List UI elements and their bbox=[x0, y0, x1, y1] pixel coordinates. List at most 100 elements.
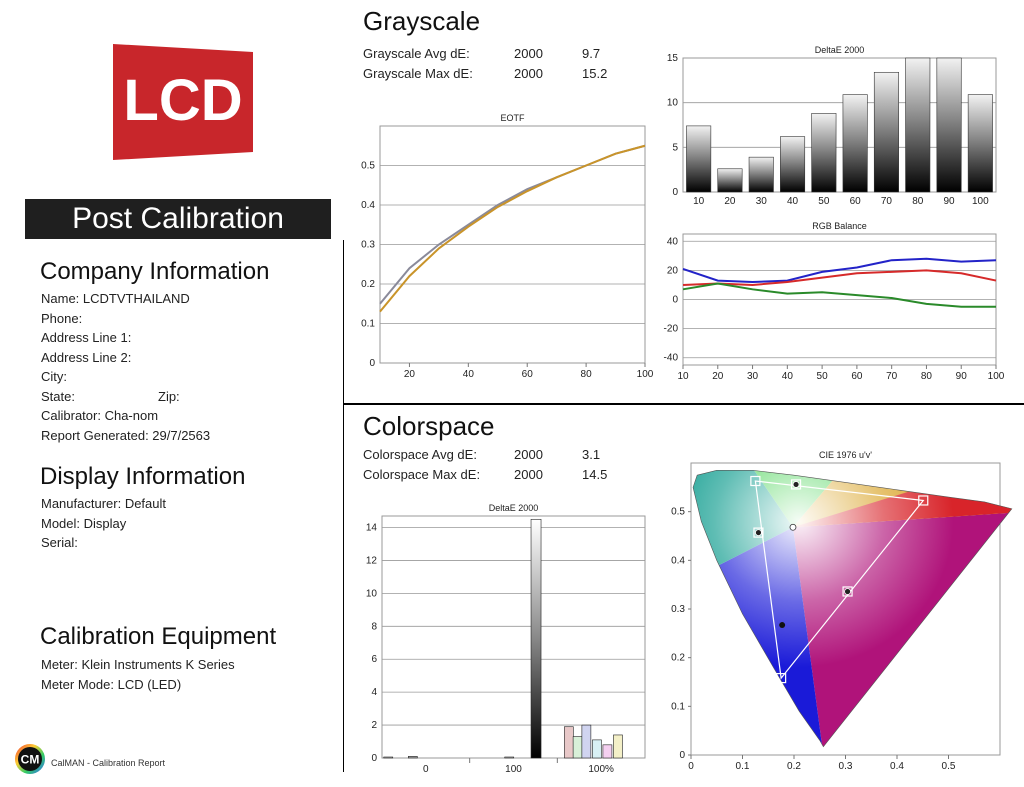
x-tick-label: 40 bbox=[463, 369, 475, 380]
y-tick-label: 2 bbox=[371, 720, 377, 731]
colorspace-delta-e-chart: DeltaE 2000 0 2 4 6 8 10 12 14 0 100 100% bbox=[366, 503, 646, 775]
vertical-divider bbox=[343, 240, 344, 772]
y-tick-label: 0.3 bbox=[671, 604, 685, 615]
grayscale-avg-value: 9.7 bbox=[582, 46, 601, 61]
logo-text: LCD bbox=[123, 68, 242, 133]
company-report-generated: Report Generated: 29/7/2563 bbox=[41, 427, 211, 443]
y-tick-label: 0 bbox=[369, 358, 375, 369]
chart-title: DeltaE 2000 bbox=[489, 503, 539, 513]
y-tick-label: 40 bbox=[667, 236, 679, 247]
company-name: Name: LCDTVTHAILAND bbox=[41, 291, 190, 306]
x-tick-label: 20 bbox=[724, 196, 736, 207]
x-tick-label: 20 bbox=[404, 369, 416, 380]
grayscale-avg-version: 2000 bbox=[514, 46, 543, 61]
display-model: Model: Display bbox=[41, 515, 127, 531]
display-serial: Serial: bbox=[41, 535, 78, 550]
y-tick-label: 0.2 bbox=[361, 279, 375, 290]
bar bbox=[407, 756, 418, 759]
y-tick-label: 4 bbox=[371, 687, 377, 698]
x-tick-label: 50 bbox=[817, 371, 829, 382]
x-tick-label: 90 bbox=[956, 371, 968, 382]
x-tick-label: 60 bbox=[851, 371, 863, 382]
x-tick-label: 0.3 bbox=[839, 761, 853, 772]
calibration-equipment-block: Meter: Klein Instruments K Series Meter … bbox=[41, 655, 331, 694]
y-tick-label: 8 bbox=[371, 621, 377, 632]
grayscale-delta-e-chart: DeltaE 2000 0 5 10 15 10 20 30 40 50 60 70 80 90 100 bbox=[667, 45, 997, 207]
display-manufacturer: Manufacturer: Default bbox=[41, 496, 167, 511]
series-line bbox=[682, 257, 997, 284]
company-calibrator: Calibrator: Cha-nom bbox=[41, 408, 159, 423]
y-tick-label: -20 bbox=[664, 324, 679, 335]
grayscale-max-value: 15.2 bbox=[582, 66, 608, 81]
bar bbox=[905, 57, 931, 193]
bar bbox=[613, 734, 623, 759]
calman-logo-icon: CM bbox=[15, 744, 45, 774]
target-square bbox=[753, 527, 764, 538]
y-tick-label: 0.5 bbox=[671, 507, 685, 518]
x-tick-label: 10 bbox=[693, 196, 705, 207]
bar bbox=[842, 94, 868, 193]
x-tick-label: 70 bbox=[886, 371, 898, 382]
display-info-block: Manufacturer: Default Model: Display Ser… bbox=[41, 494, 331, 553]
colorspace-max-row: Colorspace Max dE: 2000 14.5 bbox=[363, 467, 653, 485]
x-tick-label: 50 bbox=[818, 196, 830, 207]
colorspace-avg-label: Colorspace Avg dE: bbox=[363, 447, 477, 462]
bar bbox=[581, 724, 592, 759]
grayscale-title: Grayscale bbox=[363, 6, 481, 36]
y-tick-label: 12 bbox=[366, 555, 378, 566]
company-address1: Address Line 1: bbox=[41, 330, 132, 345]
target-square bbox=[776, 673, 787, 684]
x-tick-label: 0 bbox=[688, 761, 694, 772]
bar bbox=[811, 113, 837, 193]
bar bbox=[780, 136, 806, 193]
y-tick-label: 20 bbox=[667, 265, 679, 276]
y-tick-label: 10 bbox=[366, 588, 378, 599]
company-state-zip-row: State: Zip: bbox=[41, 387, 331, 407]
y-tick-label: 14 bbox=[366, 523, 378, 534]
lcd-logo: LCD bbox=[113, 44, 253, 160]
bar bbox=[873, 71, 899, 193]
colorspace-max-version: 2000 bbox=[514, 467, 543, 482]
x-tick-label: 90 bbox=[943, 196, 955, 207]
footer-caption: CalMAN - Calibration Report bbox=[51, 758, 166, 768]
white-point bbox=[789, 523, 797, 531]
bar bbox=[383, 756, 394, 759]
measured-point bbox=[755, 529, 762, 536]
y-tick-label: -40 bbox=[664, 353, 679, 364]
company-address2: Address Line 2: bbox=[41, 349, 132, 365]
company-info-block: Name: LCDTVTHAILAND Phone: Address Line … bbox=[41, 289, 331, 445]
x-tick-label: 0.1 bbox=[736, 761, 750, 772]
x-tick-label: 30 bbox=[747, 371, 759, 382]
y-tick-label: 0.2 bbox=[671, 653, 685, 664]
x-tick-label: 0 bbox=[423, 764, 429, 775]
plot-area bbox=[381, 515, 646, 759]
series-line bbox=[682, 269, 997, 286]
grayscale-avg-row: Grayscale Avg dE: 2000 9.7 bbox=[363, 46, 653, 64]
y-tick-label: 0 bbox=[672, 187, 678, 198]
bar bbox=[602, 744, 613, 759]
rgb-balance-chart: RGB Balance -40 -20 0 20 40 10 20 30 40 50 60 70 80 90… bbox=[664, 221, 1005, 382]
chart-title: DeltaE 2000 bbox=[815, 45, 865, 55]
bar bbox=[936, 57, 962, 193]
post-calibration-banner: Post Calibration bbox=[25, 199, 331, 239]
x-tick-label: 80 bbox=[581, 369, 593, 380]
y-tick-label: 6 bbox=[371, 654, 377, 665]
chart-title: RGB Balance bbox=[812, 221, 867, 231]
x-tick-label: 100 bbox=[988, 371, 1005, 382]
measured-point bbox=[844, 588, 851, 595]
y-tick-label: 10 bbox=[667, 98, 679, 109]
y-tick-label: 0.4 bbox=[361, 200, 375, 211]
calman-logo-text: CM bbox=[21, 753, 40, 767]
bar bbox=[504, 756, 515, 759]
company-info-heading: Company Information bbox=[40, 258, 270, 285]
y-tick-label: 5 bbox=[672, 142, 678, 153]
measured-point bbox=[779, 622, 786, 629]
spectral-locus bbox=[692, 469, 1013, 748]
x-tick-label: 60 bbox=[850, 196, 862, 207]
bar bbox=[967, 94, 993, 193]
bar bbox=[748, 156, 774, 193]
target-square bbox=[750, 475, 761, 487]
cie-1976-chart: CIE 1976 u'v' 0 0.1 0.2 0.3 0.4 0.5 0 0.1 0.2 0.3 0… bbox=[671, 450, 1013, 772]
bar bbox=[592, 739, 602, 759]
y-tick-label: 0 bbox=[679, 750, 685, 761]
